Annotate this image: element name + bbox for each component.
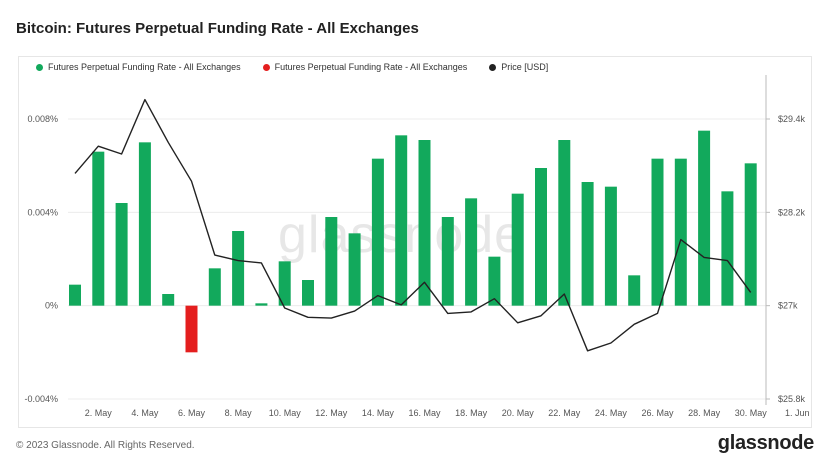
y-left-tick-label: -0.004% bbox=[24, 394, 58, 404]
x-tick-label: 12. May bbox=[315, 408, 348, 418]
legend-dot-positive bbox=[36, 63, 43, 71]
x-tick-label: 18. May bbox=[455, 408, 488, 418]
funding-bar-positive bbox=[674, 158, 687, 306]
funding-bar-positive bbox=[535, 168, 547, 306]
x-tick-label: 8. May bbox=[225, 408, 253, 418]
funding-bar-positive bbox=[395, 135, 408, 306]
legend-item-funding-positive[interactable]: Futures Perpetual Funding Rate - All Exc… bbox=[36, 62, 241, 72]
funding-bar-positive bbox=[418, 140, 431, 306]
y-left-tick-label: 0.008% bbox=[27, 114, 58, 124]
y-right-tick-label: $25.8k bbox=[778, 394, 806, 404]
legend-label: Futures Perpetual Funding Rate - All Exc… bbox=[274, 62, 468, 72]
legend-label: Price [USD] bbox=[501, 62, 549, 72]
funding-bar-positive bbox=[255, 303, 268, 306]
funding-bar-positive bbox=[92, 151, 105, 306]
y-right-tick-label: $29.4k bbox=[778, 114, 806, 124]
x-tick-label: 4. May bbox=[131, 408, 159, 418]
legend-dot-price bbox=[489, 63, 497, 71]
funding-bar-positive bbox=[278, 261, 291, 306]
x-tick-label: 16. May bbox=[408, 408, 441, 418]
x-tick-label: 1. Jun bbox=[785, 408, 810, 418]
funding-bar-positive bbox=[721, 191, 734, 306]
chart-title: Bitcoin: Futures Perpetual Funding Rate … bbox=[16, 20, 419, 37]
funding-bar-positive bbox=[441, 217, 454, 306]
funding-bar-positive bbox=[302, 280, 314, 306]
x-tick-label: 26. May bbox=[641, 408, 674, 418]
funding-bar-positive bbox=[744, 163, 757, 306]
funding-bar-positive bbox=[115, 203, 128, 306]
y-left-tick-label: 0.004% bbox=[27, 207, 58, 217]
funding-bar-positive bbox=[208, 268, 221, 306]
legend-dot-negative bbox=[262, 63, 270, 71]
legend-item-funding-negative[interactable]: Futures Perpetual Funding Rate - All Exc… bbox=[262, 62, 468, 72]
y-right-tick-label: $27k bbox=[778, 301, 798, 311]
legend-label: Futures Perpetual Funding Rate - All Exc… bbox=[48, 62, 241, 72]
x-tick-label: 14. May bbox=[362, 408, 395, 418]
x-tick-label: 6. May bbox=[178, 408, 206, 418]
x-tick-label: 28. May bbox=[688, 408, 721, 418]
funding-bar-positive bbox=[698, 130, 711, 306]
y-right-tick-label: $28.2k bbox=[778, 207, 806, 217]
x-tick-label: 22. May bbox=[548, 408, 581, 418]
funding-bar-positive bbox=[232, 231, 245, 306]
funding-bar-positive bbox=[651, 158, 664, 306]
x-tick-label: 10. May bbox=[269, 408, 302, 418]
x-tick-label: 24. May bbox=[595, 408, 628, 418]
funding-bar-positive bbox=[348, 233, 361, 306]
funding-bar-positive bbox=[628, 275, 641, 306]
legend-item-price[interactable]: Price [USD] bbox=[489, 62, 548, 72]
funding-bar-positive bbox=[581, 182, 594, 306]
legend: Futures Perpetual Funding Rate - All Exc… bbox=[36, 62, 548, 72]
brand-logo: glassnode bbox=[717, 432, 815, 454]
copyright-footer: © 2023 Glassnode. All Rights Reserved. bbox=[16, 440, 195, 451]
price-line bbox=[74, 98, 752, 352]
funding-bar-positive bbox=[371, 158, 384, 306]
funding-bar-negative bbox=[185, 305, 198, 353]
funding-bar-positive bbox=[138, 142, 151, 306]
funding-bar-positive bbox=[465, 198, 478, 306]
funding-bar-positive bbox=[488, 256, 501, 306]
funding-bar-positive bbox=[162, 294, 175, 306]
funding-bar-positive bbox=[604, 186, 617, 306]
x-tick-label: 30. May bbox=[735, 408, 768, 418]
funding-bar-positive bbox=[511, 193, 524, 306]
x-tick-label: 20. May bbox=[502, 408, 535, 418]
funding-bar-positive bbox=[325, 217, 338, 306]
x-tick-label: 2. May bbox=[85, 408, 113, 418]
chart-panel bbox=[18, 56, 812, 428]
funding-bar-positive bbox=[69, 284, 81, 306]
y-left-tick-label: 0% bbox=[45, 301, 58, 311]
funding-bar-positive bbox=[558, 140, 571, 306]
